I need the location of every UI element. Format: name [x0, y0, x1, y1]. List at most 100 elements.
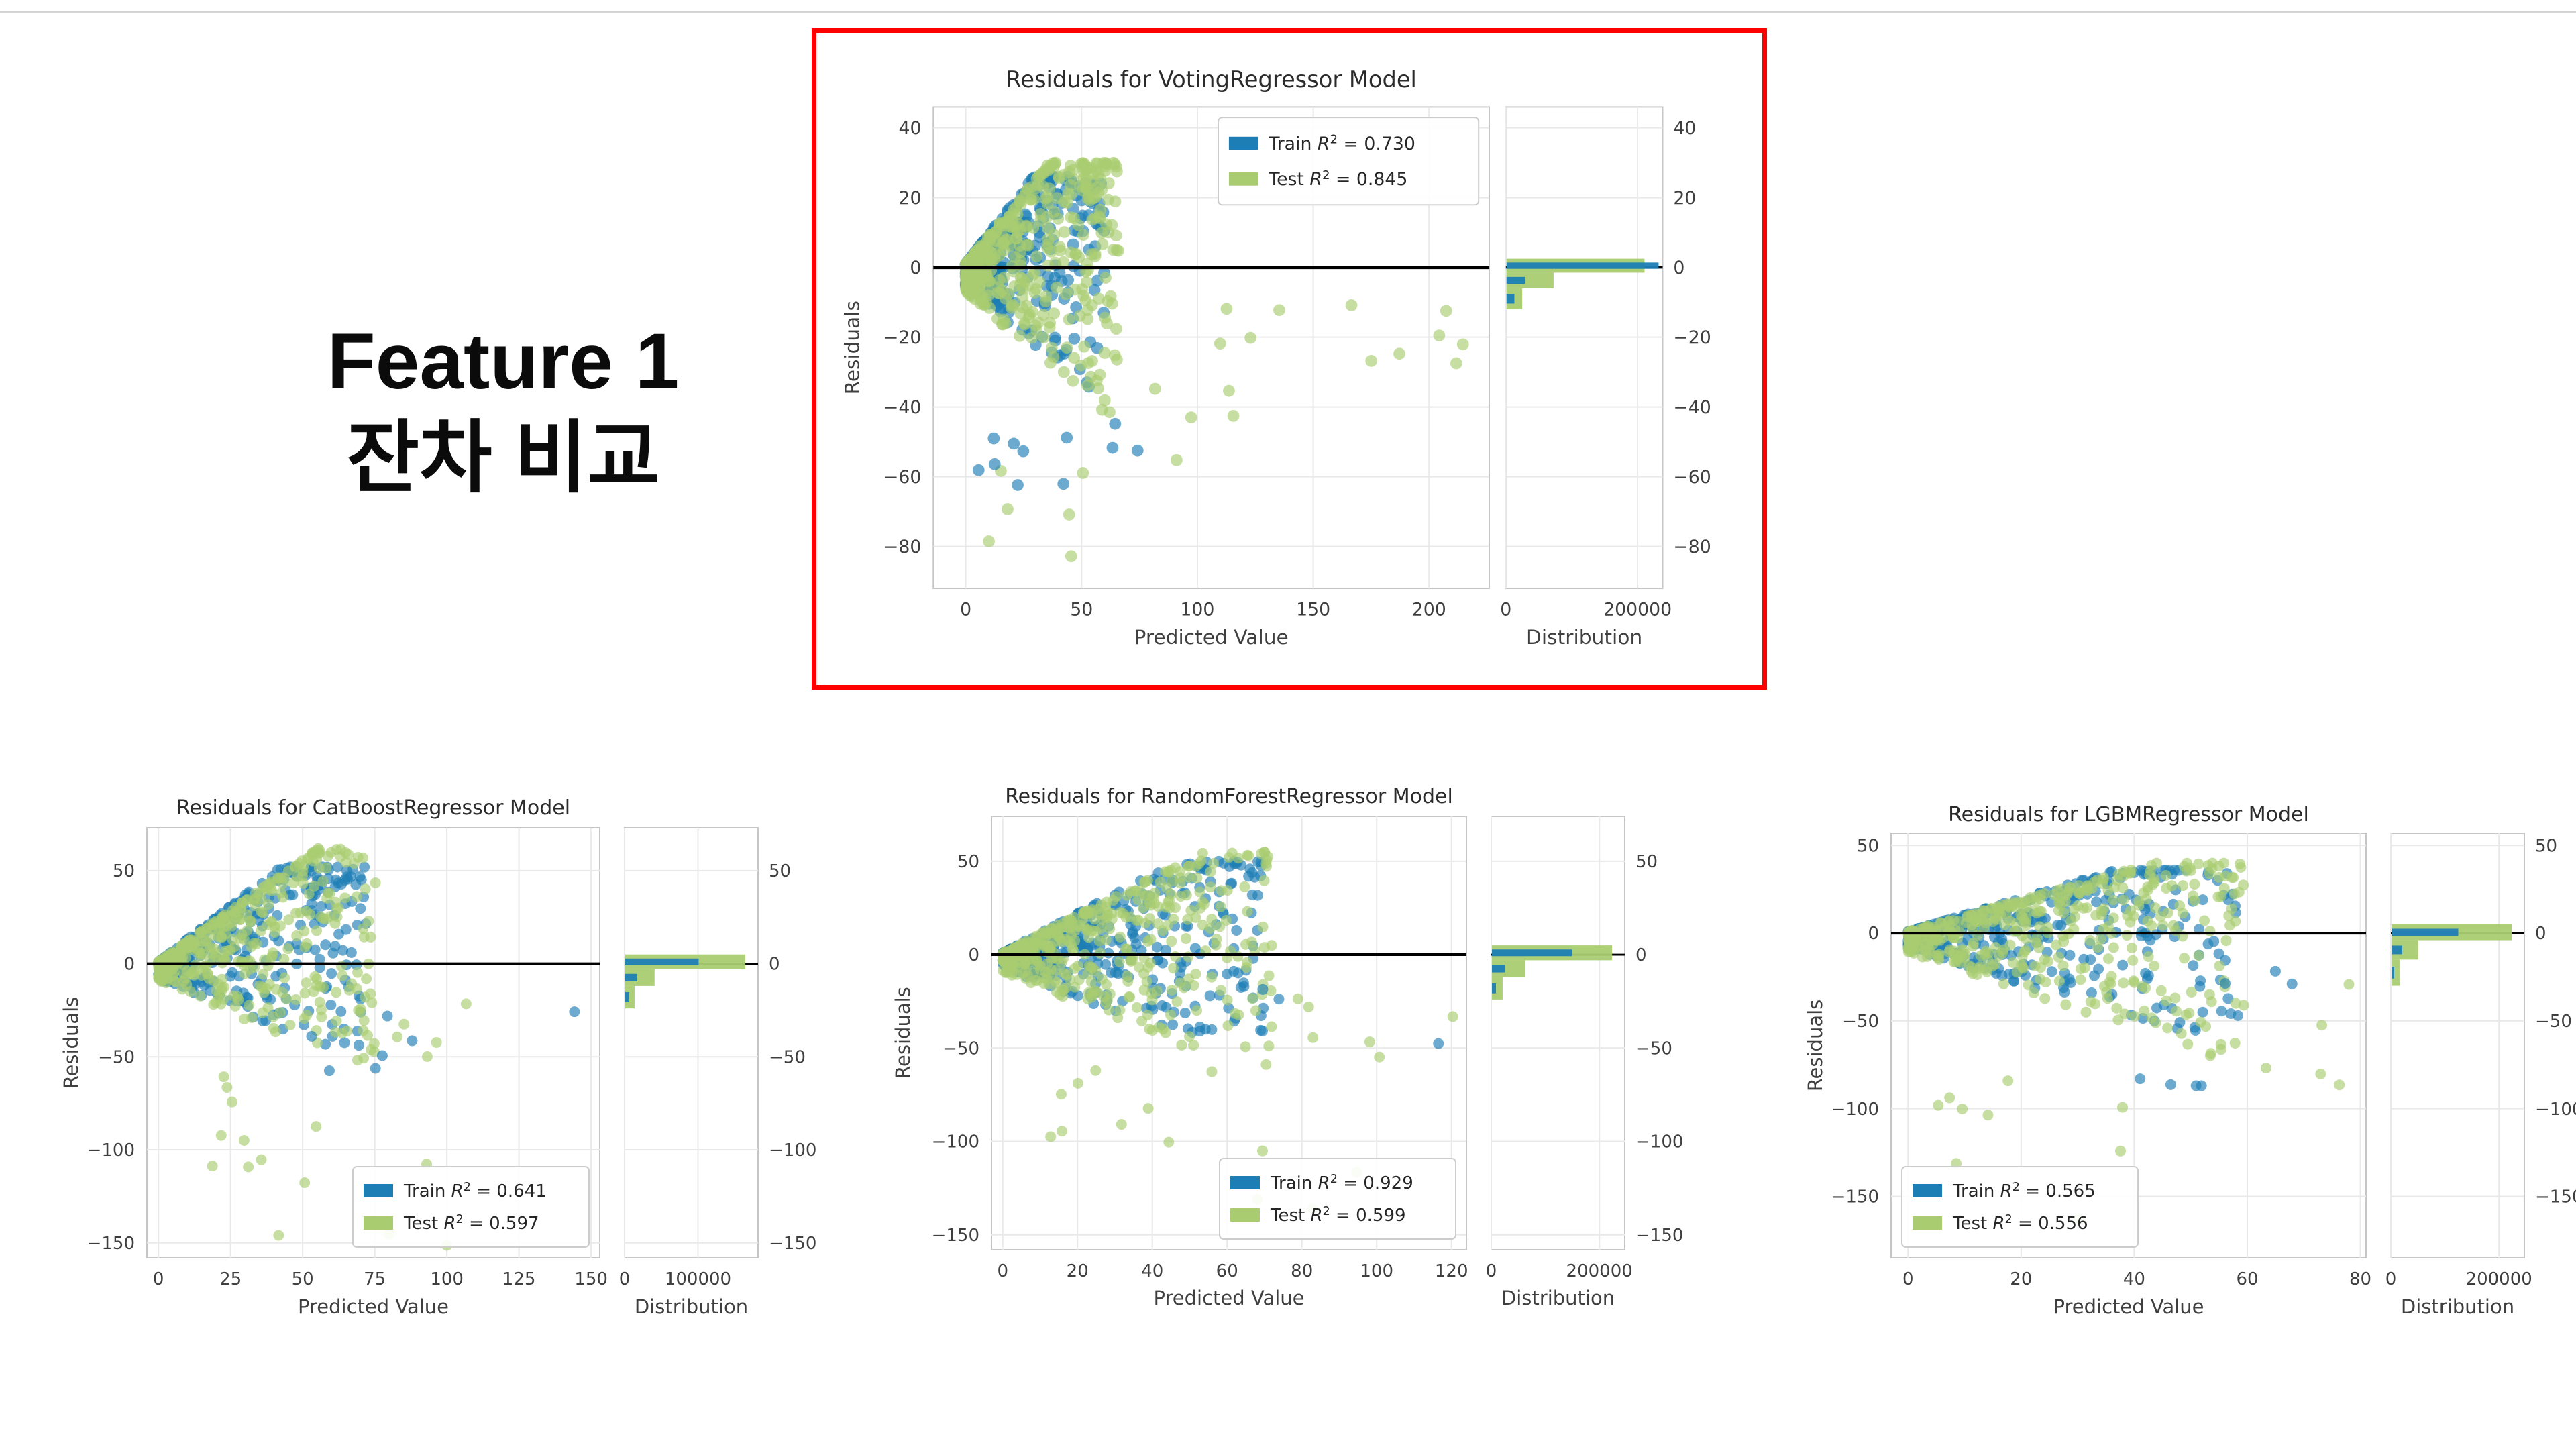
y-tick-label: 0	[910, 258, 921, 278]
x-tick-label: 120	[1435, 1261, 1468, 1281]
hist-tick-label: 0	[1500, 600, 1511, 621]
y-tick-label-right: −50	[1635, 1038, 1672, 1059]
y-tick-label: 40	[898, 118, 921, 139]
dist-axis-label: Distribution	[1526, 625, 1642, 649]
x-tick-label: 50	[292, 1269, 314, 1289]
y-axis-label: Residuals	[60, 997, 83, 1089]
y-tick-label-right: −50	[2535, 1012, 2572, 1032]
y-tick-label-right: −50	[769, 1047, 806, 1067]
chart-randomforestregressor-container: 50 50 0 0 −50 −50 −100 −100 −150 −150 0 20 40 60 80 100…	[872, 782, 1724, 1362]
x-tick-label: 0	[960, 600, 971, 621]
y-tick-label: −40	[883, 397, 921, 418]
y-tick-label: −150	[87, 1234, 135, 1254]
x-tick-label: 75	[364, 1269, 386, 1289]
legend-box	[1218, 117, 1480, 206]
y-tick-label: −150	[932, 1226, 979, 1246]
slide-heading: Feature 1 잔차 비교	[221, 314, 785, 507]
y-tick-label: 0	[1868, 924, 1879, 944]
y-tick-label: −100	[932, 1132, 979, 1152]
hist-bar-train	[2392, 945, 2402, 955]
hist-tick-label: 200000	[1603, 600, 1672, 621]
y-axis-label: Residuals	[892, 987, 914, 1079]
hist-bar-train	[2392, 928, 2459, 936]
highlight-box: 40 40 20 20 0 0 −20 −20 −40 −40 −60 −60 −80 −80 0 50 100…	[812, 28, 1767, 690]
x-tick-label: 20	[1067, 1261, 1089, 1281]
y-tick-label: 50	[1857, 836, 1879, 856]
y-tick-label-right: 50	[1635, 852, 1658, 872]
chart-lgbmregressor-container: 50 50 0 0 −50 −50 −100 −100 −150 −150 0 20 40 60 80 0 20…	[1798, 792, 2576, 1362]
x-axis-label: Predicted Value	[298, 1295, 449, 1318]
scatter-points	[997, 847, 1458, 1215]
hist-bar-test	[1506, 272, 1554, 288]
heading-line-2: 잔차 비교	[346, 413, 660, 502]
legend-swatch-test	[1913, 1216, 1942, 1230]
hist-bar-train	[1506, 294, 1515, 304]
x-tick-label: 40	[2123, 1269, 2145, 1289]
chart-lgbmregressor: 50 50 0 0 −50 −50 −100 −100 −150 −150 0 20 40 60 80 0 20…	[1804, 803, 2576, 1318]
legend-swatch-test	[1228, 172, 1258, 186]
x-tick-label: 150	[1296, 600, 1330, 621]
hist-bar-train	[1492, 949, 1572, 957]
y-tick-label: −20	[883, 327, 921, 348]
y-tick-label: 50	[113, 861, 135, 881]
scatter-points	[153, 843, 580, 1251]
x-tick-label: 100	[430, 1269, 464, 1289]
hist-bar-test	[625, 985, 635, 1009]
hist-bar-train	[1506, 262, 1659, 269]
hist-tick-label: 200000	[2466, 1269, 2532, 1289]
hist-bar-test	[1492, 977, 1503, 1000]
x-tick-label: 50	[1070, 600, 1093, 621]
y-tick-label: −50	[943, 1038, 979, 1059]
x-tick-label: 80	[1291, 1261, 1313, 1281]
x-tick-label: 200	[1412, 600, 1446, 621]
legend-box	[1219, 1158, 1456, 1240]
x-tick-label: 100	[1360, 1261, 1393, 1281]
legend-swatch-test	[1230, 1208, 1260, 1222]
legend-label: Test R2 = 0.597	[403, 1213, 539, 1234]
hist-bar-train	[625, 992, 629, 1003]
x-tick-label: 80	[2349, 1269, 2371, 1289]
legend-label: Train R2 = 0.929	[1270, 1173, 1413, 1193]
legend-box	[352, 1166, 590, 1248]
y-tick-label: −50	[98, 1047, 135, 1067]
legend-label: Test R2 = 0.845	[1268, 168, 1407, 190]
x-axis-label: Predicted Value	[1154, 1287, 1305, 1309]
legend-swatch-train	[1913, 1184, 1942, 1197]
y-tick-label-right: 0	[2535, 924, 2546, 944]
hist-bar-train	[1506, 276, 1525, 284]
x-tick-label: 0	[153, 1269, 164, 1289]
legend-swatch-train	[1230, 1176, 1260, 1189]
y-axis-label: Residuals	[1804, 1000, 1827, 1092]
y-tick-label-right: −150	[769, 1234, 816, 1254]
y-tick-label: 50	[957, 852, 979, 872]
y-tick-label-right: −80	[1673, 537, 1711, 557]
y-tick-label-right: −60	[1673, 467, 1711, 488]
legend-swatch-train	[364, 1184, 393, 1197]
legend-label: Train R2 = 0.730	[1268, 133, 1415, 154]
y-tick-label-right: 0	[1673, 258, 1684, 278]
x-tick-label: 0	[997, 1261, 1008, 1281]
hist-tick-label: 100000	[665, 1269, 731, 1289]
x-tick-label: 125	[502, 1269, 536, 1289]
y-tick-label-right: −150	[1635, 1226, 1683, 1246]
x-tick-label: 20	[2010, 1269, 2032, 1289]
hist-panel	[624, 827, 759, 1258]
x-tick-label: 60	[2236, 1269, 2258, 1289]
y-tick-label: −100	[87, 1140, 135, 1161]
y-tick-label-right: 0	[1635, 945, 1647, 965]
chart-title: Residuals for CatBoostRegressor Model	[176, 796, 570, 820]
legend-label: Test R2 = 0.556	[1952, 1213, 2088, 1234]
x-tick-label: 25	[219, 1269, 241, 1289]
hist-bar-test	[1506, 288, 1523, 310]
dist-axis-label: Distribution	[1501, 1287, 1615, 1309]
y-tick-label: −60	[883, 467, 921, 488]
hist-bar-train	[625, 958, 699, 965]
y-tick-label-right: 50	[2535, 836, 2557, 856]
chart-title: Residuals for RandomForestRegressor Mode…	[1005, 785, 1453, 808]
x-axis-label: Predicted Value	[1134, 625, 1288, 649]
legend-label: Train R2 = 0.641	[403, 1181, 547, 1201]
y-tick-label: −100	[1831, 1099, 1879, 1120]
hist-bar-train	[2392, 967, 2394, 979]
